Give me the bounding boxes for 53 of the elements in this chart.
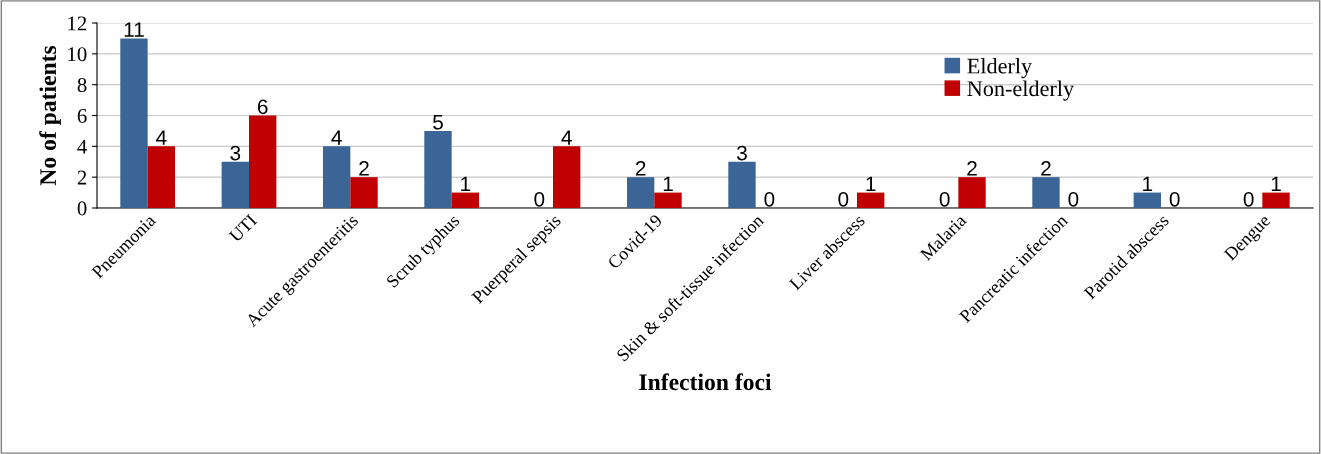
x-axis-title: Infection foci	[639, 373, 772, 391]
y-tick-label: 10	[68, 47, 87, 62]
data-label: 3	[230, 145, 241, 161]
bar	[1032, 177, 1060, 208]
legend-label: Elderly	[967, 57, 1033, 79]
data-label: 0	[534, 191, 545, 207]
data-label: 2	[359, 161, 369, 176]
data-label: 4	[561, 130, 572, 145]
data-label: 0	[1068, 191, 1079, 207]
y-tick-label: 12	[68, 16, 87, 31]
data-label: 1	[461, 176, 471, 192]
bar	[350, 177, 378, 208]
data-label: 1	[1143, 176, 1153, 192]
data-label: 0	[838, 191, 849, 207]
data-label: 2	[1041, 161, 1051, 176]
legend-label: Non-elderly	[967, 80, 1075, 101]
bar	[958, 177, 986, 208]
bar	[626, 177, 655, 208]
bar	[1262, 192, 1290, 208]
bar	[553, 146, 581, 208]
bar	[424, 130, 452, 208]
bar	[857, 192, 885, 208]
y-tick-label: 8	[77, 78, 87, 93]
bar	[1133, 192, 1161, 208]
data-label: 1	[1271, 176, 1281, 192]
data-label: 6	[257, 99, 268, 115]
data-label: 0	[1169, 191, 1180, 207]
bar	[451, 192, 480, 208]
data-label: 0	[1243, 191, 1254, 207]
data-label: 5	[433, 115, 443, 130]
y-tick-label: 6	[77, 108, 87, 123]
bar	[322, 146, 351, 208]
data-label: 2	[635, 161, 646, 176]
data-label: 4	[156, 130, 167, 145]
data-label: 1	[866, 176, 876, 192]
data-label: 4	[331, 130, 342, 145]
bar	[654, 192, 682, 208]
bar	[249, 115, 277, 208]
bar	[120, 38, 148, 208]
data-label: 2	[967, 161, 977, 176]
y-tick-label: 0	[77, 201, 87, 216]
data-label: 1	[663, 176, 673, 192]
bar	[147, 146, 176, 208]
data-label: 11	[124, 22, 144, 37]
y-tick-label: 2	[77, 170, 87, 185]
bar	[221, 161, 249, 208]
bar	[728, 161, 756, 208]
y-axis-title: No of patients	[39, 45, 61, 186]
data-label: 0	[939, 191, 950, 207]
data-label: 3	[736, 145, 747, 161]
data-label: 0	[764, 191, 775, 207]
x-tick-label: UTI	[228, 213, 258, 243]
y-tick-label: 4	[77, 139, 87, 154]
